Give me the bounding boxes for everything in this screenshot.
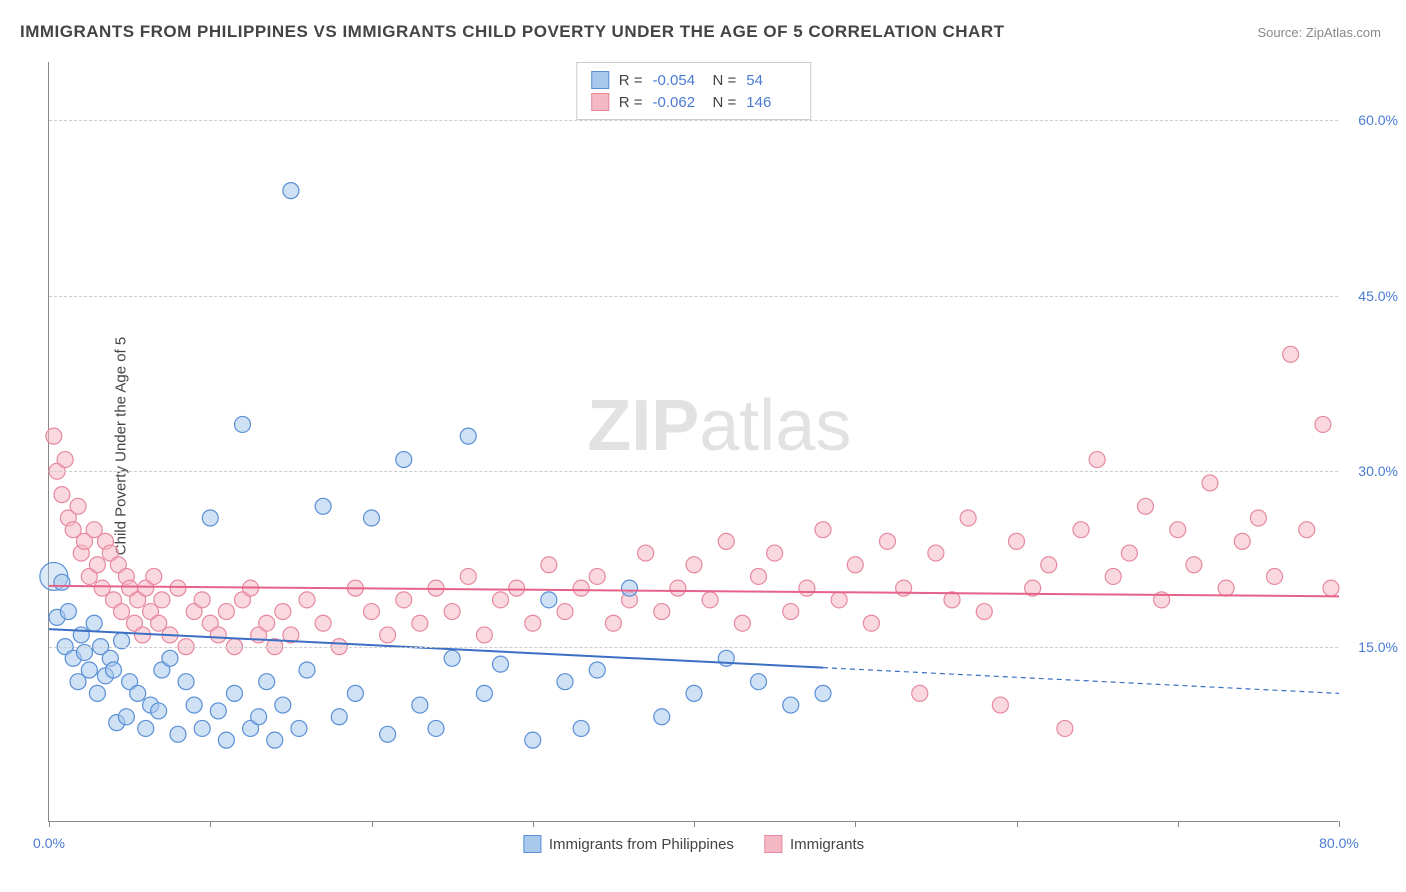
n-label-2: N = xyxy=(713,94,737,111)
source-link[interactable]: ZipAtlas.com xyxy=(1306,25,1381,40)
bottom-legend: Immigrants from Philippines Immigrants xyxy=(523,835,864,853)
bottom-legend-label-1: Immigrants from Philippines xyxy=(549,836,734,853)
legend-swatch-2 xyxy=(591,93,609,111)
bottom-legend-item-1: Immigrants from Philippines xyxy=(523,835,734,853)
y-tick-label: 45.0% xyxy=(1358,288,1398,304)
bottom-swatch-1 xyxy=(523,835,541,853)
legend-stats-row-1: R = -0.054 N = 54 xyxy=(591,69,797,91)
n-value-1: 54 xyxy=(746,72,796,89)
r-label-1: R = xyxy=(619,72,643,89)
bottom-legend-item-2: Immigrants xyxy=(764,835,864,853)
n-label-1: N = xyxy=(713,72,737,89)
source-attribution: Source: ZipAtlas.com xyxy=(1257,25,1381,40)
r-value-2: -0.062 xyxy=(653,94,703,111)
n-value-2: 146 xyxy=(746,94,796,111)
r-label-2: R = xyxy=(619,94,643,111)
plot-area: ZIPatlas R = -0.054 N = 54 R = -0.062 N … xyxy=(48,62,1338,822)
x-tick xyxy=(372,821,373,827)
y-tick-label: 30.0% xyxy=(1358,463,1398,479)
legend-stats-row-2: R = -0.062 N = 146 xyxy=(591,91,797,113)
gridline xyxy=(49,471,1338,472)
gridline xyxy=(49,120,1338,121)
x-tick xyxy=(49,821,50,827)
x-tick xyxy=(533,821,534,827)
x-tick-label: 0.0% xyxy=(33,835,65,851)
chart-container: IMMIGRANTS FROM PHILIPPINES VS IMMIGRANT… xyxy=(0,0,1406,892)
y-tick-label: 15.0% xyxy=(1358,639,1398,655)
legend-swatch-1 xyxy=(591,71,609,89)
y-tick-label: 60.0% xyxy=(1358,112,1398,128)
plot-svg xyxy=(49,62,1338,821)
legend-stats-box: R = -0.054 N = 54 R = -0.062 N = 146 xyxy=(576,62,812,120)
x-tick xyxy=(694,821,695,827)
bottom-legend-label-2: Immigrants xyxy=(790,836,864,853)
x-tick xyxy=(855,821,856,827)
x-tick xyxy=(1339,821,1340,827)
source-prefix: Source: xyxy=(1257,25,1305,40)
x-tick xyxy=(1017,821,1018,827)
gridline xyxy=(49,647,1338,648)
x-tick xyxy=(210,821,211,827)
r-value-1: -0.054 xyxy=(653,72,703,89)
bottom-swatch-2 xyxy=(764,835,782,853)
x-tick xyxy=(1178,821,1179,827)
chart-title: IMMIGRANTS FROM PHILIPPINES VS IMMIGRANT… xyxy=(20,22,1005,42)
x-tick-label: 80.0% xyxy=(1319,835,1359,851)
gridline xyxy=(49,296,1338,297)
